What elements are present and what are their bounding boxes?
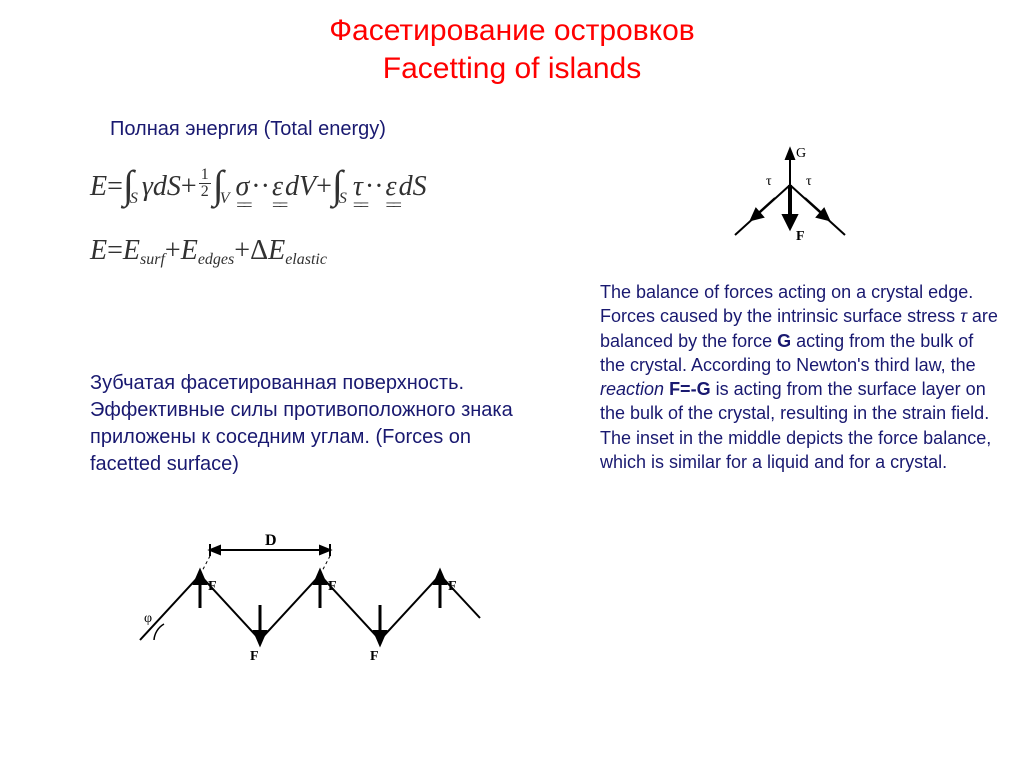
- tensor-sigma: σ ==: [235, 165, 249, 210]
- title-line-1: Фасетирование островков: [0, 12, 1024, 50]
- label-F: F: [796, 229, 805, 244]
- E-surf: E: [123, 229, 140, 274]
- tensor-eps-2: ε ==: [386, 165, 397, 210]
- gamma-dS: γdS: [142, 165, 181, 210]
- label-tau-2: τ: [806, 174, 812, 189]
- equation-integral: E = ∫ S γdS + 1 2 ∫ V σ == ·· ε == dV + …: [90, 155, 427, 219]
- E-edges: E: [181, 229, 198, 274]
- left-paragraph: Зубчатая фасетированная поверхность. Эфф…: [90, 370, 530, 478]
- label-phi: φ: [144, 611, 152, 626]
- under-eps-1: ==: [272, 191, 283, 220]
- sub-surf: surf: [140, 247, 165, 273]
- sub-V: V: [220, 186, 230, 212]
- sub-edges: edges: [198, 247, 234, 273]
- sym-eq2: =: [107, 229, 123, 274]
- rp-FmG: F=-G: [669, 379, 711, 399]
- E-elastic: E: [268, 229, 285, 274]
- dV: dV: [285, 165, 316, 210]
- sub-elastic: elastic: [285, 247, 327, 273]
- sub-S-1: S: [130, 186, 138, 212]
- plus-3: +: [165, 229, 181, 274]
- label-F-valley-1: F: [250, 649, 259, 664]
- dS: dS: [399, 165, 427, 210]
- right-paragraph: The balance of forces acting on a crysta…: [600, 280, 1000, 474]
- label-F-valley-2: F: [370, 649, 379, 664]
- sym-eq: =: [107, 165, 123, 210]
- plus-1: +: [181, 165, 197, 210]
- equation-components: E = E surf + E edges + Δ E elastic: [90, 229, 427, 274]
- rp-G: G: [777, 331, 791, 351]
- tensor-tau: τ ==: [353, 165, 363, 210]
- slide-title: Фасетирование островков Facetting of isl…: [0, 12, 1024, 87]
- dots-1: ··: [251, 165, 270, 210]
- sub-S-2: S: [339, 186, 347, 212]
- label-F-peak-2: F: [328, 579, 337, 594]
- under-tau: ==: [353, 191, 363, 220]
- edge-force-diagram: G F τ τ: [720, 145, 860, 255]
- delta: Δ: [250, 229, 268, 274]
- total-energy-label: Полная энергия (Total energy): [110, 118, 386, 141]
- facetted-surface-diagram: D φ F F F F F: [130, 520, 490, 670]
- title-line-2: Facetting of islands: [0, 50, 1024, 88]
- rp-reaction: reaction: [600, 379, 664, 399]
- energy-equations: E = ∫ S γdS + 1 2 ∫ V σ == ·· ε == dV + …: [90, 155, 427, 274]
- sym-E: E: [90, 165, 107, 210]
- one-half: 1 2: [199, 167, 211, 200]
- under-eps-2: ==: [386, 191, 397, 220]
- label-F-peak-3: F: [448, 579, 457, 594]
- under-sigma: ==: [235, 191, 249, 220]
- rp-1a: The balance of forces acting on a crysta…: [600, 282, 973, 326]
- plus-4: +: [234, 229, 250, 274]
- half-num: 1: [199, 167, 211, 184]
- label-D: D: [265, 532, 277, 549]
- half-den: 2: [199, 184, 211, 200]
- label-G: G: [796, 146, 806, 161]
- sym-E2: E: [90, 229, 107, 274]
- dots-2: ··: [365, 165, 384, 210]
- label-F-peak-1: F: [208, 579, 217, 594]
- label-tau-1: τ: [766, 174, 772, 189]
- rp-tau: τ: [960, 306, 967, 326]
- tensor-eps-1: ε ==: [272, 165, 283, 210]
- plus-2: +: [316, 165, 332, 210]
